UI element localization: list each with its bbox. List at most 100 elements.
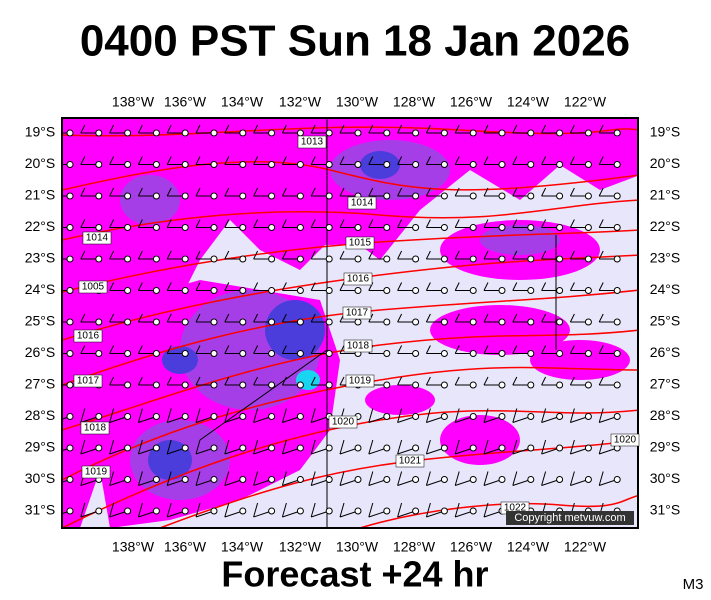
station [181, 192, 189, 200]
wind-barb-flag [598, 156, 604, 165]
wind-barb-flag [598, 313, 604, 323]
station [181, 381, 189, 389]
station [66, 476, 74, 483]
station [210, 129, 218, 137]
wind-barb-flag [454, 502, 460, 518]
station [354, 161, 362, 168]
wind-barb-flag [397, 471, 403, 486]
wind-barb-flag [224, 408, 230, 423]
station [498, 161, 506, 168]
station [239, 381, 247, 389]
station [95, 224, 103, 231]
station [412, 350, 420, 357]
latitude-label: 22°S [25, 218, 56, 234]
wind-barb-flag [281, 156, 287, 165]
latitude-label: 21°S [650, 187, 681, 203]
wind-barb-flag [253, 250, 259, 260]
wind-barb-flag [281, 439, 287, 455]
isobar-label: 1016 [347, 274, 370, 285]
station [181, 444, 189, 452]
wind-barb-flag [224, 345, 230, 354]
wind-barb-flag [397, 187, 403, 197]
station [383, 161, 391, 168]
latitude-label: 23°S [650, 250, 681, 266]
station [527, 318, 535, 326]
station [440, 350, 448, 357]
wind-barb-flag [512, 439, 518, 455]
wind-barb-flag [541, 187, 547, 197]
station [95, 350, 103, 357]
station [152, 444, 160, 452]
wind-barb-flag [569, 376, 575, 386]
station [66, 318, 74, 326]
station [210, 444, 218, 452]
station [498, 413, 506, 420]
station [498, 318, 506, 326]
station [613, 192, 621, 200]
wind-barb-flag [569, 313, 575, 323]
wind-barb-flag [425, 313, 431, 323]
wind-barb-flag [137, 376, 143, 386]
wind-barb-flag [454, 124, 460, 134]
station [383, 350, 391, 357]
station [325, 318, 333, 326]
station [239, 224, 247, 231]
wind-barb-flag [80, 124, 86, 134]
wind-barb-flag [339, 502, 345, 518]
wind-barb-flag [368, 502, 374, 518]
wind-barb-flag [109, 219, 115, 228]
station [66, 413, 74, 420]
station [556, 318, 564, 326]
wind-barb-flag [80, 250, 86, 260]
latitude-label: 25°S [25, 313, 56, 329]
wind-barb-flag [454, 187, 460, 197]
wind-barb-flag [310, 502, 316, 518]
wind-barb-flag [368, 187, 374, 197]
wind-barb-flag [541, 471, 547, 486]
wind-barb-flag [281, 502, 287, 518]
wind-barb-flag [598, 376, 604, 386]
wind-barb-flag [483, 313, 489, 323]
isobar-label: 1014 [351, 198, 374, 209]
isobar-label: 1017 [77, 376, 100, 387]
station [239, 287, 247, 294]
station [239, 318, 247, 326]
wind-barb-flag [368, 250, 374, 260]
station [95, 444, 103, 452]
station [584, 413, 592, 420]
wind-barb-flag [541, 408, 547, 423]
wind-barb-flag [109, 408, 115, 423]
wind-barb-flag [598, 408, 604, 423]
station [383, 413, 391, 420]
station [469, 192, 477, 200]
latitude-label: 21°S [25, 187, 56, 203]
wind-barb-flag [454, 219, 460, 228]
station [469, 287, 477, 294]
station [124, 444, 132, 452]
wind-barb-flag [541, 282, 547, 291]
station [613, 161, 621, 168]
station [124, 413, 132, 420]
station [354, 255, 362, 263]
longitude-label: 124°W [507, 94, 550, 110]
wind-barb-flag [483, 156, 489, 165]
wind-barb-flag [137, 345, 143, 354]
station [584, 381, 592, 389]
station [383, 476, 391, 483]
wind-barb-flag [137, 313, 143, 323]
latitude-label: 28°S [25, 407, 56, 423]
wind-barb-flag [541, 250, 547, 260]
station [66, 161, 74, 168]
wind-barb-flag [281, 345, 287, 354]
wind-barb-flag [195, 124, 201, 134]
station [210, 507, 218, 515]
wind-barb-flag [80, 345, 86, 354]
station [124, 287, 132, 294]
station [239, 161, 247, 168]
station [325, 507, 333, 515]
station [469, 381, 477, 389]
wind-barb-flag [137, 219, 143, 228]
station [440, 507, 448, 515]
wind-barb-flag [397, 313, 403, 323]
wind-barb-flag [224, 313, 230, 323]
